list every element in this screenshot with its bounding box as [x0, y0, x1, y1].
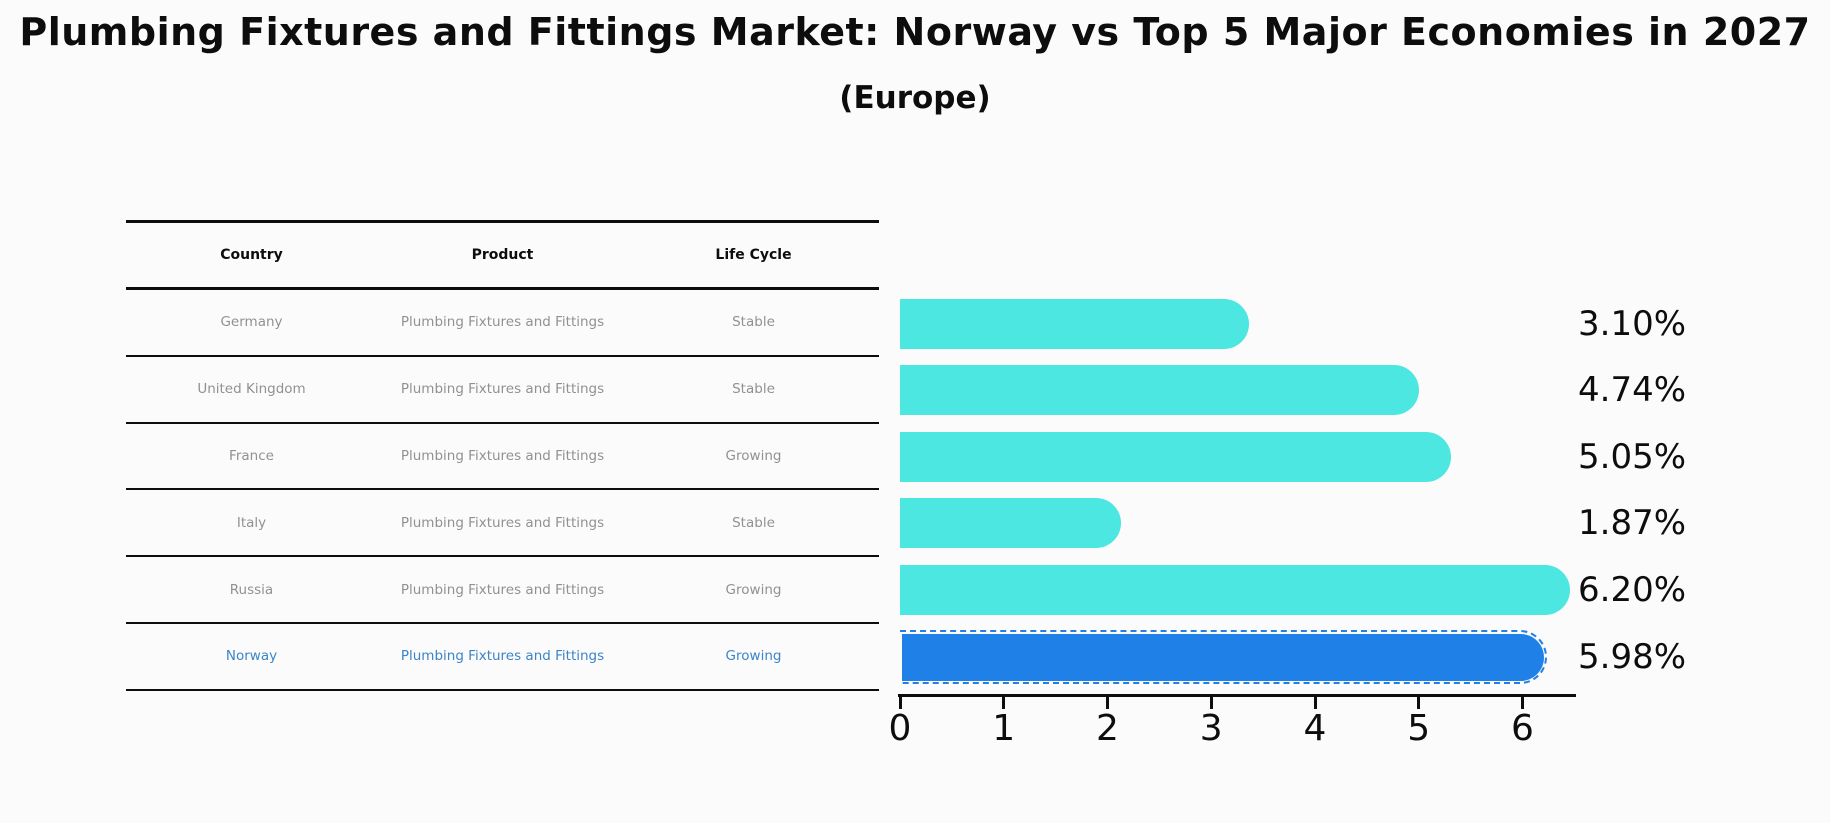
table-cell-country: France [229, 447, 274, 464]
table-header-row: Country Product Life Cycle [126, 223, 879, 290]
table-row: Russia Plumbing Fixtures and Fittings Grow… [126, 557, 879, 624]
bar-russia [900, 564, 1571, 615]
table-cell-life-cycle: Growing [725, 581, 782, 598]
x-axis-tick-label: 4 [1303, 708, 1327, 749]
value-label: 3.10% [1578, 303, 1687, 344]
table-cell-life-cycle: Stable [732, 314, 775, 331]
x-axis-tick-label: 5 [1407, 708, 1431, 749]
x-axis-tick-label: 1 [992, 708, 1016, 749]
bar-france [900, 431, 1451, 482]
chart-subtitle: (Europe) [839, 80, 991, 116]
table-row: Italy Plumbing Fixtures and Fittings Stabl… [126, 490, 879, 558]
x-axis-tick-mark [1002, 695, 1006, 709]
x-axis-tick-mark [898, 695, 902, 709]
value-label: 5.98% [1578, 636, 1687, 677]
table-cell-product: Plumbing Fixtures and Fittings [400, 381, 605, 398]
x-axis-tick-mark [1209, 695, 1213, 709]
table-cell-product: Plumbing Fixtures and Fittings [400, 314, 605, 331]
table-row: Germany Plumbing Fixtures and Fittings Sta… [126, 290, 879, 357]
column-header-life-cycle: Life Cycle [715, 247, 792, 263]
bar-germany [900, 298, 1249, 349]
value-label: 1.87% [1578, 503, 1687, 544]
table-cell-life-cycle: Growing [725, 648, 782, 665]
table-cell-country: United Kingdom [197, 381, 306, 398]
value-label: 6.20% [1578, 569, 1687, 610]
table-cell-country: Italy [236, 514, 267, 531]
table-body: Germany Plumbing Fixtures and Fittings Sta… [126, 290, 879, 691]
bar-united-kingdom [900, 365, 1419, 416]
table-cell-country: Germany [220, 314, 283, 331]
x-axis-tick-mark [1521, 695, 1524, 709]
table-cell-product: Plumbing Fixtures and Fittings [400, 581, 605, 598]
table-cell-country: Russia [229, 581, 274, 598]
x-axis-tick-label: 6 [1511, 708, 1534, 749]
value-label: 4.74% [1578, 370, 1687, 411]
column-header-product: Product [471, 247, 534, 263]
bar-norway [900, 629, 1548, 684]
table-cell-country: Norway [225, 648, 278, 665]
x-axis-tick-mark [1417, 695, 1421, 709]
table-row: Norway Plumbing Fixtures and Fittings Grow… [126, 624, 879, 691]
table-cell-life-cycle: Growing [725, 447, 782, 464]
table-cell-product: Plumbing Fixtures and Fittings [400, 648, 605, 665]
table-cell-product: Plumbing Fixtures and Fittings [400, 514, 605, 531]
country-table: Country Product Life Cycle Germany Plumbi… [126, 220, 879, 691]
x-axis-tick-label: 0 [888, 708, 912, 749]
table-cell-product: Plumbing Fixtures and Fittings [400, 447, 605, 464]
table-row: United Kingdom Plumbing Fixtures and Fitt… [126, 357, 879, 424]
column-header-country: Country [220, 247, 283, 263]
x-axis-tick-label: 3 [1199, 708, 1223, 749]
value-label: 5.05% [1578, 436, 1687, 477]
table-cell-life-cycle: Stable [732, 381, 775, 398]
x-axis-tick-label: 2 [1096, 708, 1119, 749]
table-cell-life-cycle: Stable [732, 514, 775, 531]
bar-italy [900, 498, 1121, 549]
chart-title: Plumbing Fixtures and Fittings Market: N… [19, 10, 1811, 54]
x-axis-line [898, 694, 1576, 697]
table-row: France Plumbing Fixtures and Fittings Grow… [126, 424, 879, 491]
x-axis-tick-mark [1106, 695, 1109, 709]
x-axis-tick-mark [1313, 695, 1317, 709]
